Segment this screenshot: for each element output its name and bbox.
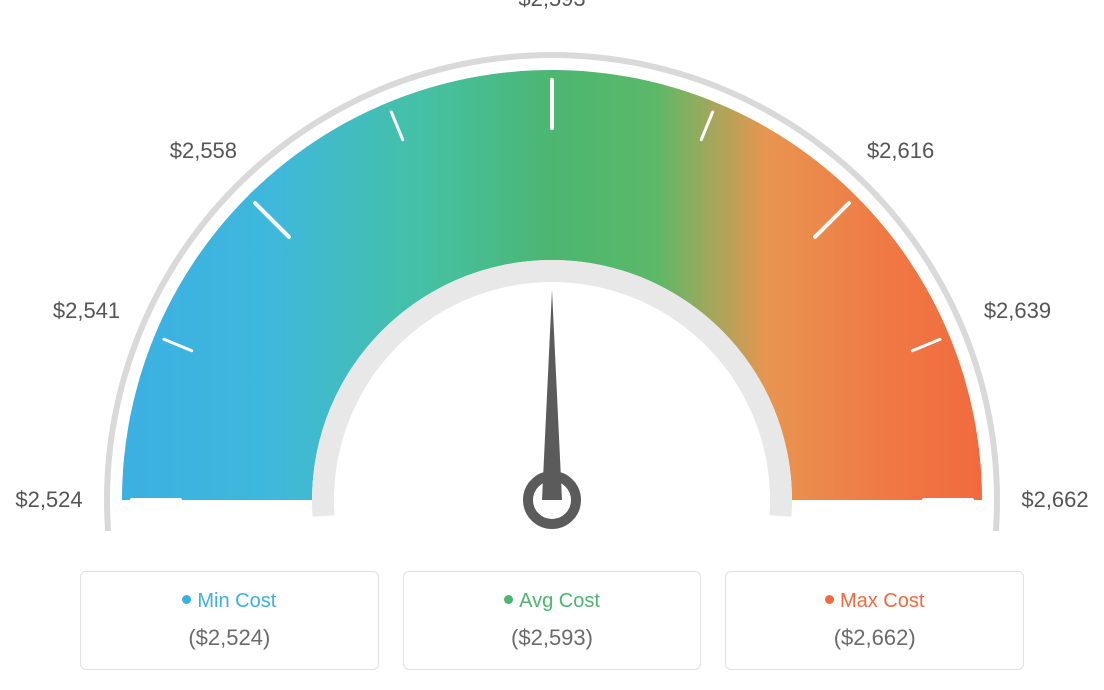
gauge-tick-label: $2,524 (15, 487, 82, 513)
legend-title-min: Min Cost (105, 590, 354, 613)
gauge-tick-label: $2,593 (518, 0, 585, 12)
legend-card-min: Min Cost ($2,524) (80, 571, 379, 670)
dot-icon (825, 595, 834, 604)
gauge-tick-label: $2,616 (867, 138, 934, 164)
legend-value-min: ($2,524) (105, 625, 354, 651)
legend-card-avg: Avg Cost ($2,593) (403, 571, 702, 670)
legend-row: Min Cost ($2,524) Avg Cost ($2,593) Max … (80, 571, 1024, 670)
cost-gauge-widget: $2,524 $2,541 $2,558 $2,593 $2,616 $2,639 $2,6… (0, 0, 1104, 690)
legend-value-avg: ($2,593) (428, 625, 677, 651)
legend-card-max: Max Cost ($2,662) (725, 571, 1024, 670)
legend-title-avg: Avg Cost (428, 590, 677, 613)
dot-icon (182, 595, 191, 604)
gauge-tick-label: $2,541 (53, 298, 120, 324)
gauge-tick-label: $2,662 (1021, 487, 1088, 513)
legend-title-max: Max Cost (750, 590, 999, 613)
gauge-chart: $2,524 $2,541 $2,558 $2,593 $2,616 $2,639 $2,6… (0, 0, 1104, 560)
dot-icon (504, 595, 513, 604)
gauge-tick-label: $2,558 (170, 138, 237, 164)
gauge-tick-label: $2,639 (984, 298, 1051, 324)
legend-label: Avg Cost (519, 590, 600, 612)
legend-label: Min Cost (197, 590, 276, 612)
legend-label: Max Cost (840, 590, 924, 612)
legend-value-max: ($2,662) (750, 625, 999, 651)
gauge-svg (0, 0, 1104, 560)
